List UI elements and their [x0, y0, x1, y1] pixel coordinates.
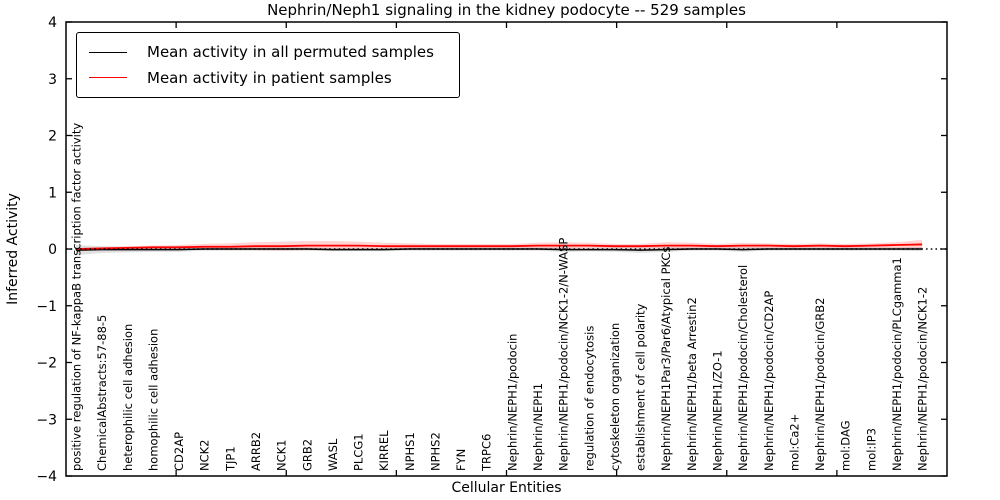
y-tick-label: −2	[36, 356, 57, 372]
legend-line-sample-red	[89, 77, 127, 79]
x-category-label: Nephrin/NEPH1/podocin/NCK1-2	[916, 287, 930, 471]
legend-label-patient: Mean activity in patient samples	[147, 68, 392, 87]
legend-line-sample-black	[89, 51, 127, 53]
y-tick-label: 4	[48, 15, 57, 31]
x-category-label: mol:Ca2+	[787, 414, 801, 471]
y-tick-label: 1	[48, 185, 57, 201]
y-axis-label: Inferred Activity	[5, 193, 21, 305]
x-category-label: WASL	[326, 438, 340, 471]
y-tick-label: 3	[48, 72, 57, 88]
x-category-label: cytoskeleton organization	[608, 323, 622, 471]
series-line-1	[75, 243, 923, 250]
x-category-label: Nephrin/NEPH1/podocin/PLCgamma1	[890, 257, 904, 471]
band-series-0	[76, 245, 923, 256]
x-category-label: NCK1	[275, 440, 289, 472]
legend-label-permuted: Mean activity in all permuted samples	[147, 43, 434, 62]
x-category-label: establishment of cell polarity	[634, 303, 648, 471]
x-category-label: Nephrin/NEPH1/ZO-1	[711, 350, 725, 471]
x-category-label: TRPC6	[480, 434, 494, 472]
legend: Mean activity in all permuted samples Me…	[76, 32, 460, 98]
x-category-label: mol:DAG	[839, 420, 853, 471]
x-category-label: mol:IP3	[864, 428, 878, 471]
x-category-label: NCK2	[198, 440, 212, 472]
x-category-label: CD2AP	[172, 432, 186, 471]
x-category-label: Nephrin/NEPH1/podocin	[505, 334, 519, 471]
x-category-label: NPHS1	[403, 432, 417, 471]
x-category-label: FYN	[454, 449, 468, 471]
x-category-label: PLCG1	[352, 433, 366, 471]
x-category-label: heterophilic cell adhesion	[121, 324, 135, 471]
x-category-label: ARRB2	[249, 432, 263, 471]
x-category-label: KIRREL	[377, 430, 391, 471]
x-category-label: Nephrin/NEPH1/podocin/GRB2	[813, 298, 827, 471]
x-category-label: Nephrin/NEPH1	[531, 383, 545, 471]
legend-entry-patient: Mean activity in patient samples	[89, 69, 447, 87]
x-category-label: TJP1	[223, 446, 237, 472]
x-category-label: positive regulation of NF-kappaB transcr…	[70, 123, 84, 471]
x-category-label: Nephrin/NEPH1/podocin/NCK1-2/N-WASP	[557, 238, 571, 471]
x-category-label: NPHS2	[428, 432, 442, 471]
chart-title: Nephrin/Neph1 signaling in the kidney po…	[267, 1, 746, 19]
x-category-label: GRB2	[300, 439, 314, 471]
y-tick-label: 2	[48, 129, 57, 145]
x-category-label: Nephrin/NEPH1/podocin/Cholesterol	[736, 265, 750, 471]
x-category-label: regulation of endocytosis	[582, 326, 596, 471]
y-tick-label: −4	[36, 469, 57, 485]
x-category-label: ChemicalAbstracts:57-88-5	[95, 315, 109, 471]
x-category-label: Nephrin/NEPH1/podocin/CD2AP	[762, 291, 776, 471]
y-tick-label: 0	[48, 242, 57, 258]
legend-entry-permuted: Mean activity in all permuted samples	[89, 43, 447, 61]
y-tick-label: −3	[36, 412, 57, 428]
x-axis-label: Cellular Entities	[451, 480, 562, 496]
x-category-label: homophilic cell adhesion	[146, 329, 160, 471]
y-tick-label: −1	[36, 299, 57, 315]
x-category-label: Nephrin/NEPH1Par3/Par6/Atypical PKCs	[659, 247, 673, 471]
x-category-label: Nephrin/NEPH1/beta Arrestin2	[685, 297, 699, 471]
